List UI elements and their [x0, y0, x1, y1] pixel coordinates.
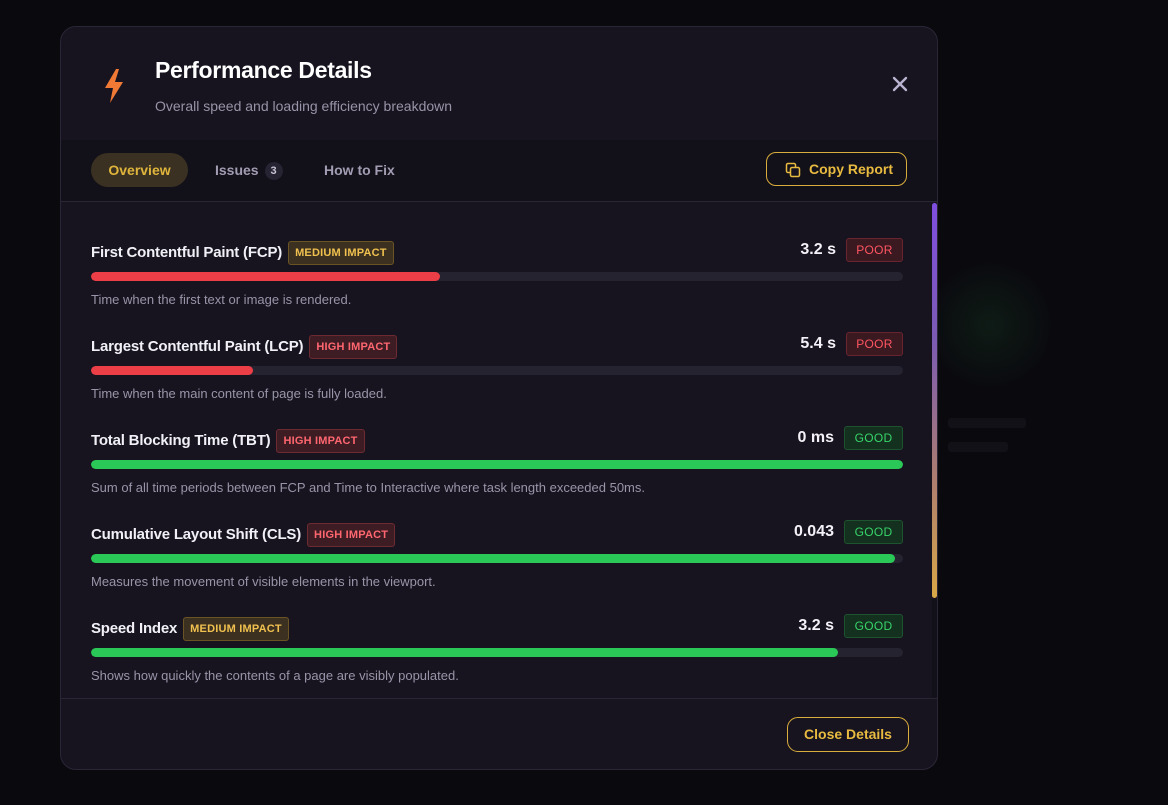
progress-track	[91, 554, 903, 563]
impact-badge: HIGH IMPACT	[307, 523, 396, 547]
tab-bar: Overview Issues 3 How to Fix Copy Report	[61, 140, 937, 202]
metric-cls: Cumulative Layout Shift (CLS) HIGH IMPACT…	[91, 514, 903, 604]
metrics-list: First Contentful Paint (FCP) MEDIUM IMPAC…	[61, 202, 937, 697]
copy-report-label: Copy Report	[809, 161, 893, 177]
copy-icon	[785, 162, 801, 178]
close-icon[interactable]	[887, 71, 913, 97]
status-badge: GOOD	[844, 426, 903, 450]
tab-how-to-fix[interactable]: How to Fix	[324, 162, 395, 178]
tab-issues-label: Issues	[215, 162, 259, 178]
metric-description: Shows how quickly the contents of a page…	[91, 668, 459, 683]
copy-report-button[interactable]: Copy Report	[766, 152, 907, 186]
progress-fill	[91, 272, 441, 281]
close-details-button[interactable]: Close Details	[787, 717, 909, 752]
metric-value: 3.2 s	[798, 617, 834, 634]
backdrop-glow	[930, 250, 1050, 400]
metric-tbt: Total Blocking Time (TBT) HIGH IMPACT 0 m…	[91, 420, 903, 510]
progress-track	[91, 648, 903, 657]
metric-value: 3.2 s	[800, 241, 836, 258]
metric-speed-index: Speed Index MEDIUM IMPACT 3.2 s GOOD Show…	[91, 608, 903, 698]
impact-badge: HIGH IMPACT	[276, 429, 365, 453]
performance-details-modal: Performance Details Overall speed and lo…	[60, 26, 938, 770]
backdrop-ghost-bar	[948, 418, 1026, 428]
metric-description: Measures the movement of visible element…	[91, 574, 436, 589]
issues-count-badge: 3	[264, 162, 283, 180]
modal-subtitle: Overall speed and loading efficiency bre…	[155, 98, 453, 114]
metric-name: Cumulative Layout Shift (CLS) HIGH IMPACT	[91, 523, 396, 547]
impact-badge: HIGH IMPACT	[309, 335, 398, 359]
scrollbar-thumb[interactable]	[932, 203, 937, 598]
modal-footer: Close Details	[61, 698, 937, 769]
impact-badge: MEDIUM IMPACT	[288, 241, 394, 265]
metric-name: Speed Index MEDIUM IMPACT	[91, 617, 289, 641]
tab-overview[interactable]: Overview	[91, 153, 188, 187]
progress-fill	[91, 366, 254, 375]
progress-track	[91, 460, 903, 469]
metric-name: Total Blocking Time (TBT) HIGH IMPACT	[91, 429, 365, 453]
metric-value: 5.4 s	[800, 335, 836, 352]
status-badge: GOOD	[844, 520, 903, 544]
status-badge: POOR	[846, 332, 903, 356]
metric-name: First Contentful Paint (FCP) MEDIUM IMPAC…	[91, 241, 394, 265]
tab-issues[interactable]: Issues 3	[215, 153, 283, 187]
metric-name: Largest Contentful Paint (LCP) HIGH IMPAC…	[91, 335, 398, 359]
status-badge: POOR	[846, 238, 903, 262]
progress-track	[91, 366, 903, 375]
metric-description: Sum of all time periods between FCP and …	[91, 480, 645, 495]
metric-description: Time when the first text or image is ren…	[91, 292, 352, 307]
progress-track	[91, 272, 903, 281]
modal-header: Performance Details Overall speed and lo…	[61, 27, 937, 141]
scrollbar-track[interactable]	[932, 598, 937, 698]
progress-fill	[91, 554, 895, 563]
impact-badge: MEDIUM IMPACT	[183, 617, 289, 641]
progress-fill	[91, 648, 839, 657]
progress-fill	[91, 460, 903, 469]
metric-fcp: First Contentful Paint (FCP) MEDIUM IMPAC…	[91, 232, 903, 322]
metric-value: 0.043	[793, 523, 834, 540]
status-badge: GOOD	[844, 614, 903, 638]
metric-value: 0 ms	[797, 429, 834, 446]
modal-title: Performance Details	[155, 57, 372, 83]
metric-description: Time when the main content of page is fu…	[91, 386, 387, 401]
lightning-bolt-icon	[105, 69, 123, 103]
backdrop-ghost-bar	[948, 442, 1008, 452]
metric-lcp: Largest Contentful Paint (LCP) HIGH IMPAC…	[91, 326, 903, 416]
